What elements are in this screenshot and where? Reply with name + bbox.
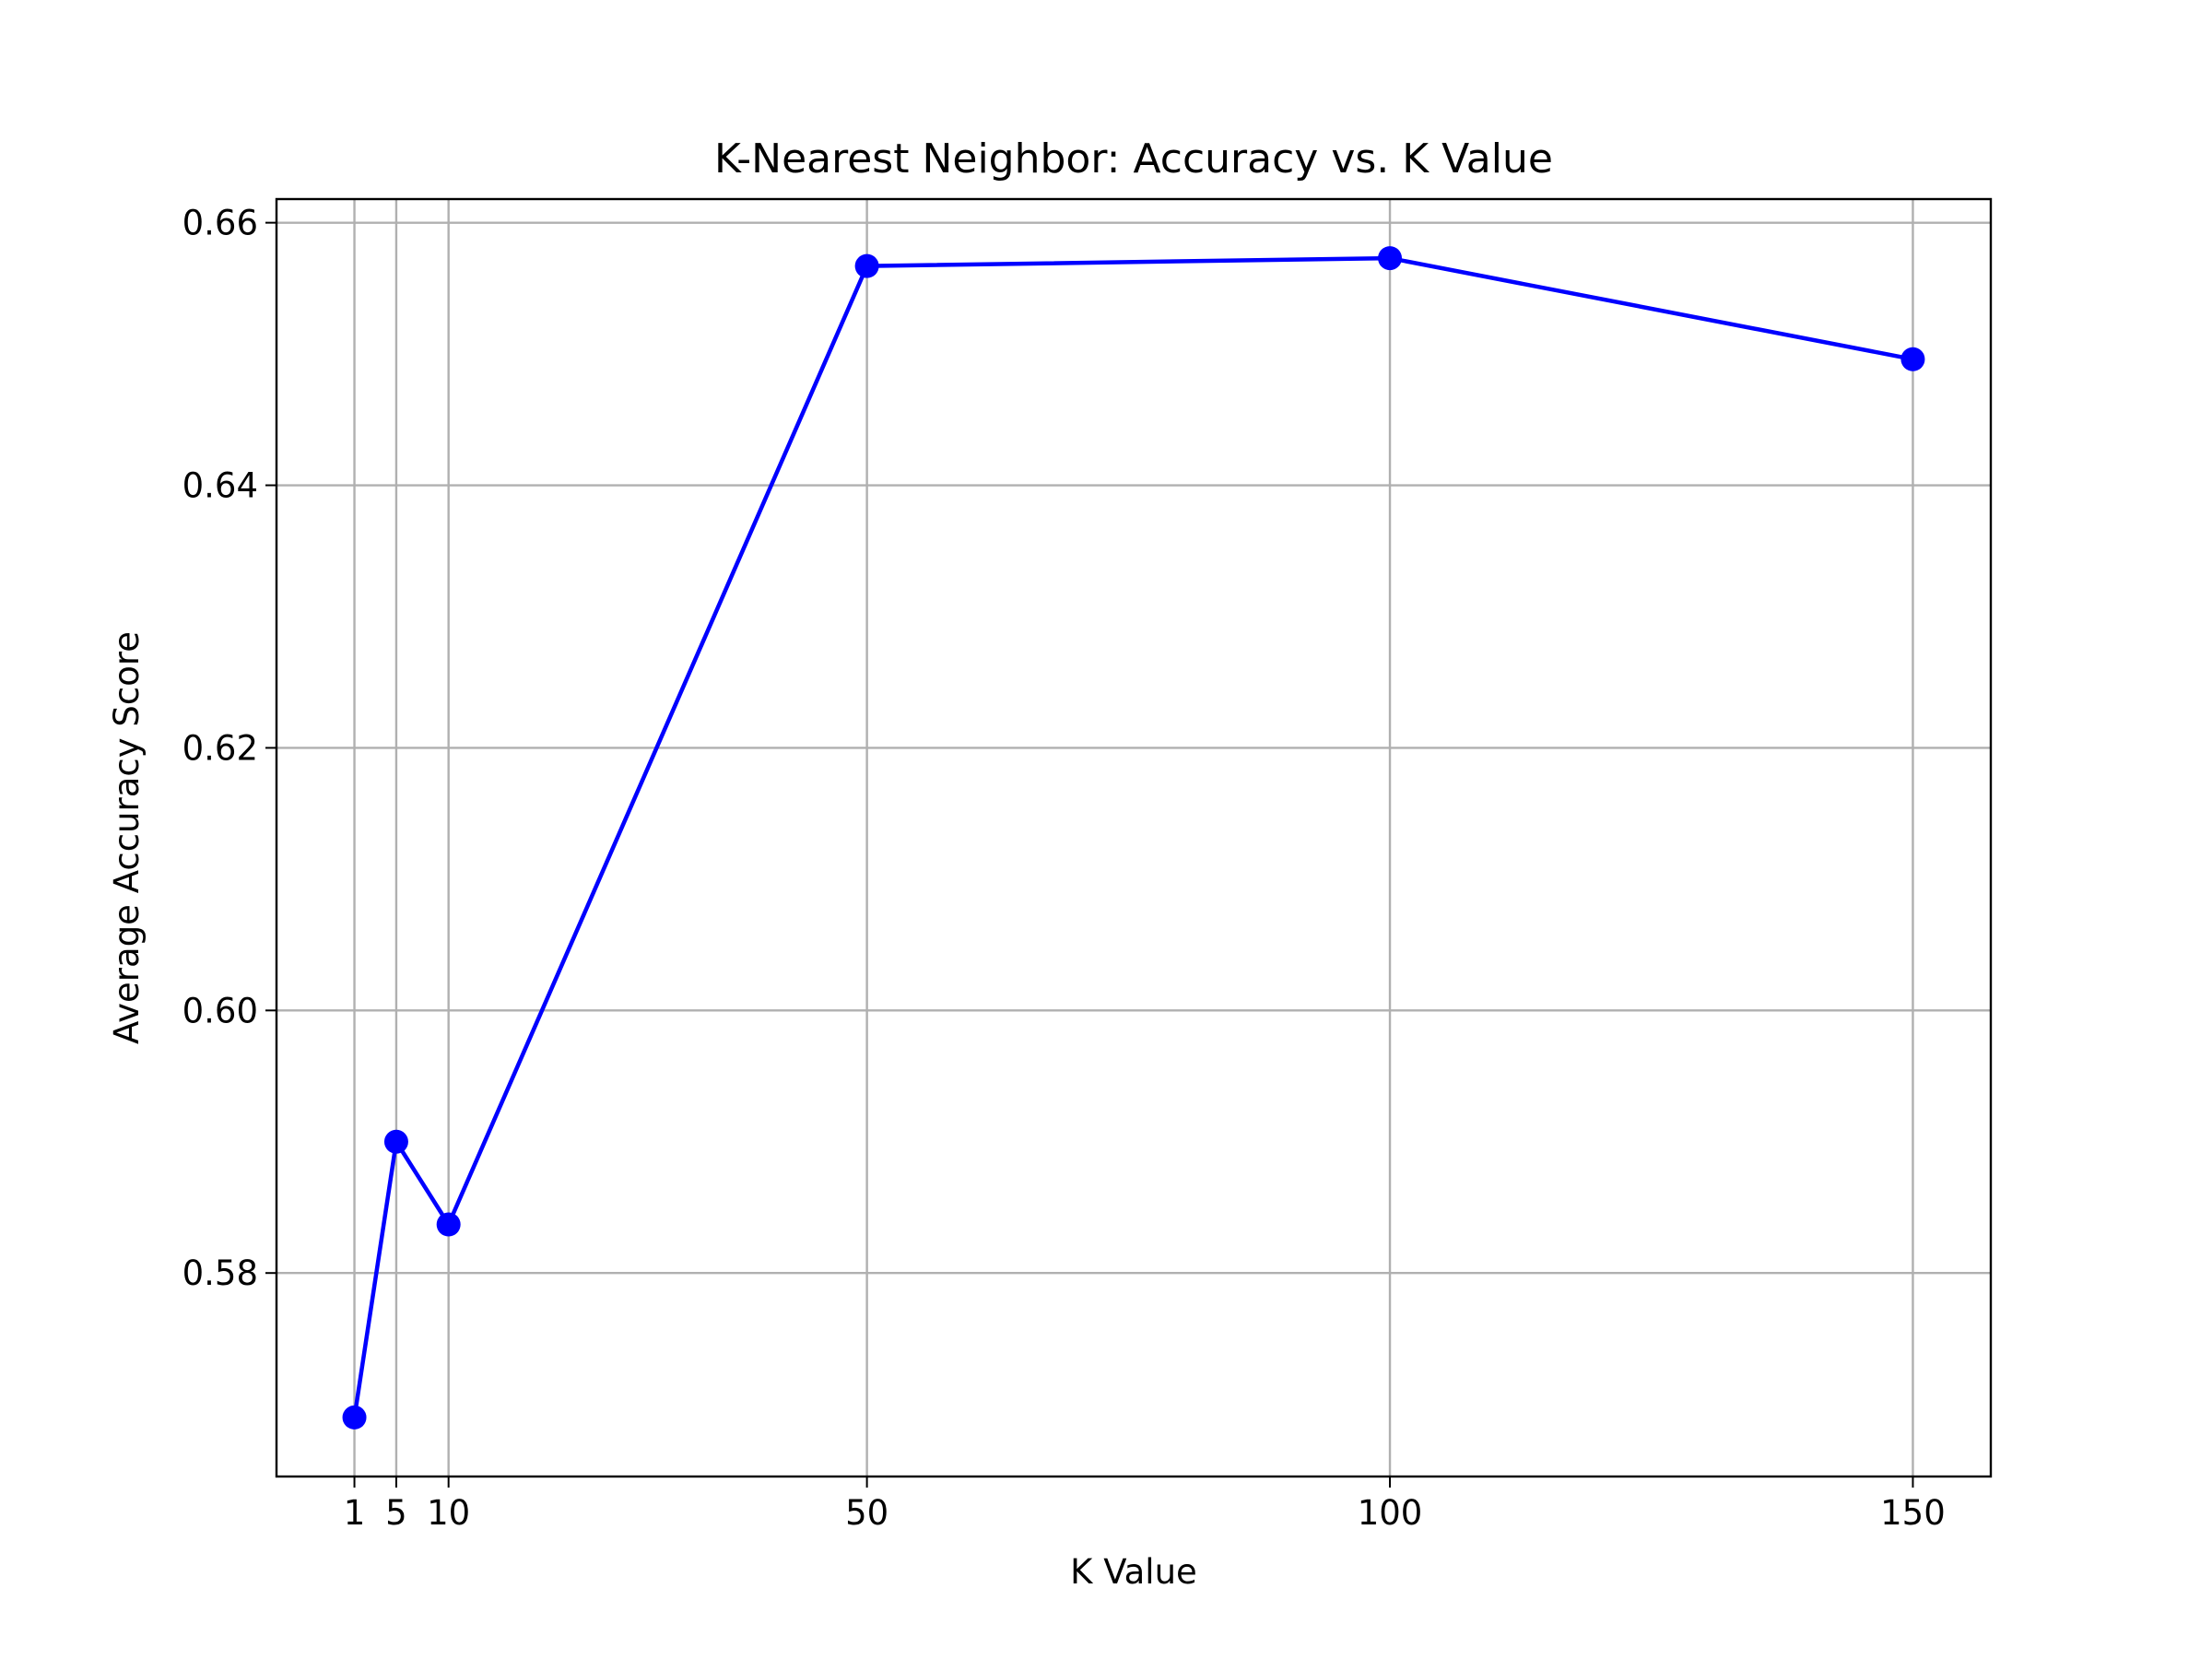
data-point: [1900, 347, 1925, 371]
data-point: [436, 1212, 461, 1237]
x-tick-label: 100: [1358, 1493, 1423, 1533]
x-axis-label: K Value: [1070, 1552, 1197, 1592]
x-tick-label: 150: [1880, 1493, 1946, 1533]
y-tick-label: 0.58: [182, 1253, 258, 1293]
data-point: [383, 1129, 408, 1154]
x-tick-label: 10: [427, 1493, 470, 1533]
x-tick-label: 5: [385, 1493, 407, 1533]
y-axis-label: Average Accuracy Score: [107, 631, 147, 1044]
data-point: [342, 1405, 367, 1430]
series-layer: [342, 246, 1925, 1430]
y-tick-label: 0.64: [182, 466, 258, 506]
tick-layer: 1 5 10 50 100 150 0.58 0.60 0.62 0.64 0.66: [182, 204, 1946, 1533]
grid: [276, 199, 1991, 1477]
data-point: [854, 253, 879, 278]
data-point: [1378, 246, 1403, 271]
y-tick-label: 0.62: [182, 728, 258, 768]
plot-frame: [275, 197, 1993, 1478]
x-tick-label: 50: [845, 1493, 888, 1533]
y-tick-label: 0.66: [182, 204, 258, 243]
chart-title: K-Nearest Neighbor: Accuracy vs. K Value: [714, 135, 1553, 182]
series-line: [352, 255, 1913, 1418]
x-tick-label: 1: [344, 1493, 366, 1533]
y-tick-label: 0.60: [182, 991, 258, 1030]
